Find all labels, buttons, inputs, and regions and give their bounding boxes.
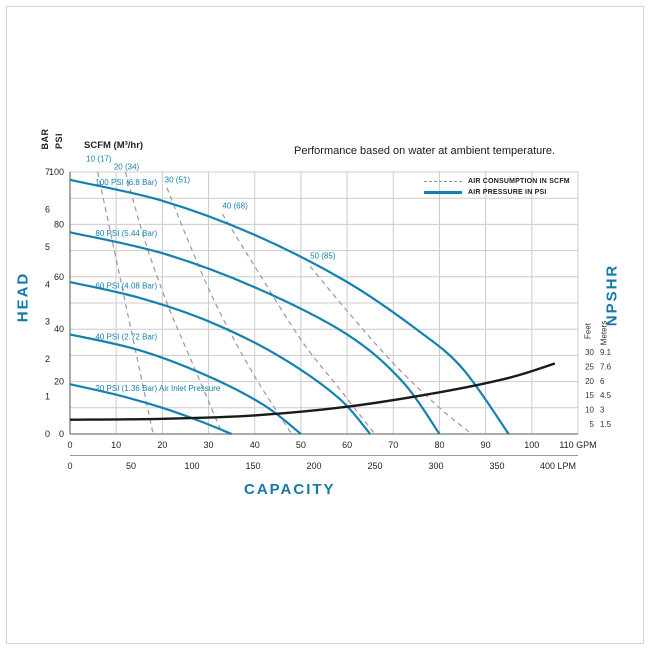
air-pressure-curve-60 PSI (4.08 Bar) xyxy=(69,280,372,435)
svg-text:50: 50 xyxy=(296,440,306,450)
curve-label: 40 PSI (2.72 Bar) xyxy=(95,333,157,342)
air-consumption-curves xyxy=(97,171,473,435)
air-consumption-curve-10 (17) xyxy=(97,171,154,435)
svg-text:80: 80 xyxy=(54,219,64,229)
svg-text:0: 0 xyxy=(67,440,72,450)
legend-label: AIR PRESSURE IN PSI xyxy=(468,189,547,196)
npshr-curve xyxy=(69,362,556,421)
svg-text:15: 15 xyxy=(585,391,594,400)
svg-text:25: 25 xyxy=(585,362,594,371)
head-axis-title: HEAD xyxy=(14,271,32,323)
curve-label: 30 (51) xyxy=(165,175,191,184)
bottom-tick-labels: 0 10 20 30 40 50 60 70 80 90 100 110 GPM 0 50 100 150 20… xyxy=(67,440,596,471)
svg-text:7.6: 7.6 xyxy=(600,362,612,371)
gridlines xyxy=(69,171,579,435)
air-consumption-curve-20 (34) xyxy=(124,171,223,435)
psi-axis-label: PSI xyxy=(54,132,64,150)
capacity-axis-title: CAPACITY xyxy=(244,481,336,498)
svg-text:0: 0 xyxy=(59,429,64,439)
svg-text:1.5: 1.5 xyxy=(600,420,612,429)
svg-text:6: 6 xyxy=(600,377,605,386)
curve-label: 40 (68) xyxy=(222,202,248,211)
svg-text:0: 0 xyxy=(67,461,72,471)
meters-axis-label: Meters xyxy=(599,320,609,346)
legend-label: AIR CONSUMPTION IN SCFM xyxy=(468,178,570,185)
svg-text:200: 200 xyxy=(307,461,322,471)
curve-label: 100 PSI (6.8 Bar) xyxy=(95,178,157,187)
air-pressure-curve-80 PSI (5.44 Bar) xyxy=(69,231,441,435)
svg-text:80: 80 xyxy=(434,440,444,450)
svg-text:100: 100 xyxy=(49,167,64,177)
svg-text:0: 0 xyxy=(45,429,50,439)
legend-item-air-pressure: AIR PRESSURE IN PSI xyxy=(424,187,570,198)
svg-text:40: 40 xyxy=(250,440,260,450)
svg-text:60: 60 xyxy=(342,440,352,450)
svg-text:20: 20 xyxy=(157,440,167,450)
svg-text:30: 30 xyxy=(204,440,214,450)
axis-lines xyxy=(69,172,578,456)
svg-text:90: 90 xyxy=(481,440,491,450)
npshr-curve-line xyxy=(69,362,556,421)
svg-text:3: 3 xyxy=(600,406,605,415)
legend: AIR CONSUMPTION IN SCFM AIR PRESSURE IN … xyxy=(424,176,570,198)
svg-text:350: 350 xyxy=(490,461,505,471)
curve-labels: 100 PSI (6.8 Bar) 80 PSI (5.44 Bar) 60 PSI… xyxy=(86,155,336,393)
svg-text:5: 5 xyxy=(45,242,50,252)
svg-text:20: 20 xyxy=(54,377,64,387)
svg-text:150: 150 xyxy=(246,461,261,471)
air-consumption-curve-40 (68) xyxy=(221,213,376,435)
svg-text:70: 70 xyxy=(388,440,398,450)
svg-text:10: 10 xyxy=(111,440,121,450)
svg-text:100: 100 xyxy=(184,461,199,471)
svg-text:7: 7 xyxy=(45,167,50,177)
svg-text:3: 3 xyxy=(45,317,50,327)
npshr-axis-title: NPSHR xyxy=(603,263,621,327)
svg-text:40: 40 xyxy=(54,324,64,334)
curve-label: 20 PSI (1.36 Bar) Air Inlet Pressure xyxy=(95,384,220,393)
svg-text:30: 30 xyxy=(585,348,594,357)
feet-axis-label: Feet xyxy=(583,322,593,340)
svg-text:9.1: 9.1 xyxy=(600,348,612,357)
curve-label: 50 (85) xyxy=(310,251,336,260)
air-consumption-curve-50 (85) xyxy=(309,265,473,435)
air-pressure-curves xyxy=(69,178,510,436)
svg-text:2: 2 xyxy=(45,354,50,364)
legend-item-air-consumption: AIR CONSUMPTION IN SCFM xyxy=(424,176,570,187)
svg-text:250: 250 xyxy=(368,461,383,471)
right-tick-labels: 30 9.1 25 7.6 20 6 15 4.5 10 35 1.5 xyxy=(585,348,612,429)
svg-text:50: 50 xyxy=(126,461,136,471)
svg-text:60: 60 xyxy=(54,272,64,282)
dashed-line-sample-icon xyxy=(424,181,462,182)
curve-label: 20 (34) xyxy=(114,162,140,171)
left-tick-labels: 0 20 40 60 80 100 0 1 2 3 4 5 6 7 xyxy=(45,167,64,439)
svg-text:20: 20 xyxy=(585,377,594,386)
chart-title: Performance based on water at ambient te… xyxy=(294,145,556,157)
svg-text:110 GPM: 110 GPM xyxy=(559,440,596,450)
curve-label: 10 (17) xyxy=(86,155,112,164)
curve-label: 80 PSI (5.44 Bar) xyxy=(95,229,157,238)
air-consumption-curve-30 (51) xyxy=(166,187,293,435)
svg-text:100: 100 xyxy=(524,440,539,450)
solid-line-sample-icon xyxy=(424,191,462,194)
svg-text:6: 6 xyxy=(45,204,50,214)
svg-text:4: 4 xyxy=(45,279,50,289)
air-pressure-curve-100 PSI (6.8 Bar) xyxy=(69,178,510,435)
svg-text:5: 5 xyxy=(590,420,595,429)
svg-text:10: 10 xyxy=(585,406,594,415)
bar-axis-label: BAR xyxy=(40,128,50,150)
svg-text:300: 300 xyxy=(429,461,444,471)
scfm-axis-header: SCFM (M³/hr) xyxy=(84,140,144,151)
svg-text:4.5: 4.5 xyxy=(600,391,612,400)
svg-text:1: 1 xyxy=(45,392,50,402)
svg-text:400 LPM: 400 LPM xyxy=(540,461,576,471)
air-pressure-curve-20 PSI (1.36 Bar) Air Inlet Pressure xyxy=(69,383,233,436)
curve-label: 60 PSI (4.08 Bar) xyxy=(95,282,157,291)
